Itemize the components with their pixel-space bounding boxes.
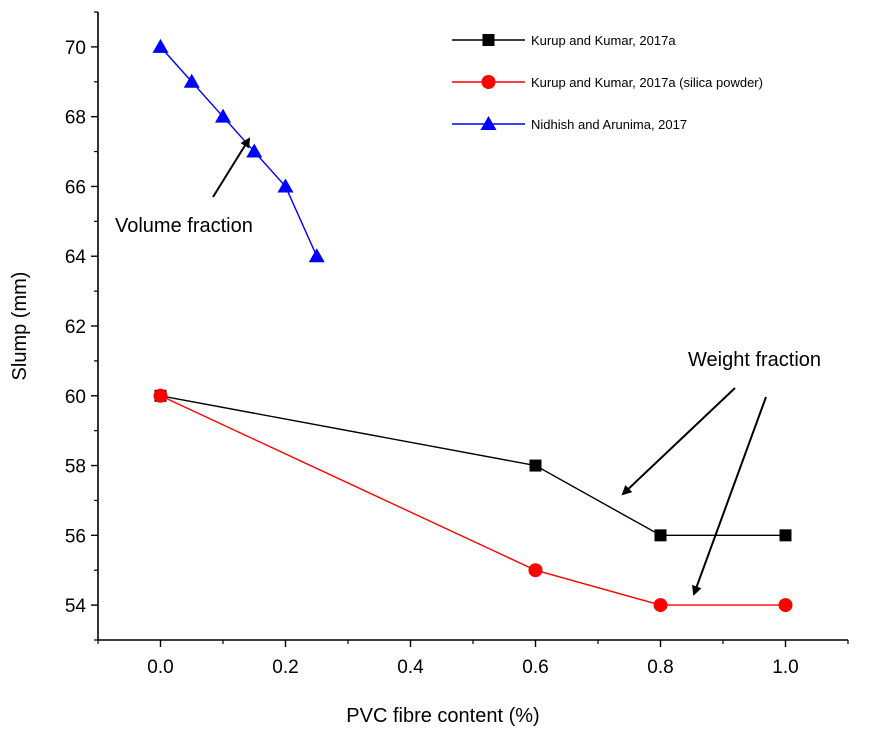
weight-fraction-arrow-1 [621, 387, 736, 496]
x-tick-label: 0.2 [272, 657, 298, 678]
series-1-point [654, 529, 667, 542]
volume-fraction-arrow [212, 137, 251, 198]
series-3-point [277, 178, 294, 193]
annotation-weight-fraction: Weight fraction [688, 349, 821, 371]
legend-marker [481, 75, 496, 89]
x-tick-label: 0.8 [647, 657, 673, 678]
x-axis-title: PVC fibre content (%) [346, 705, 539, 727]
series-3-point [152, 38, 169, 53]
series-2-point [653, 598, 668, 613]
series-1-point [779, 529, 792, 542]
y-tick-label: 58 [65, 457, 86, 478]
series-1-line [160, 395, 786, 537]
series-1-point [529, 459, 542, 472]
series-3-point [183, 73, 200, 88]
y-tick-label: 70 [65, 38, 86, 59]
series-2-point [528, 563, 543, 578]
legend-label: Nidhish and Arunima, 2017 [531, 117, 687, 132]
series-2 [153, 388, 793, 613]
weight-fraction-arrow-2 [692, 396, 767, 596]
y-tick-label: 66 [65, 177, 86, 198]
series-3-line [159, 46, 318, 257]
legend-entry-1: Kurup and Kumar, 2017a [452, 33, 676, 48]
series-2-point [153, 388, 168, 403]
legend-marker [480, 116, 497, 130]
legend-marker [482, 34, 495, 46]
series-1 [154, 389, 792, 542]
y-tick-label: 56 [65, 526, 86, 547]
x-tick-label: 0.0 [147, 657, 173, 678]
x-tick-label: 0.6 [522, 657, 548, 678]
x-tick-label: 0.4 [397, 657, 424, 678]
legend-label: Kurup and Kumar, 2017a (silica powder) [531, 75, 763, 90]
annotation-volume-fraction: Volume fraction [115, 215, 253, 237]
y-tick-label: 62 [65, 317, 86, 338]
y-tick-label: 64 [65, 247, 87, 268]
y-tick-label: 54 [65, 596, 87, 617]
y-tick-label: 60 [65, 387, 86, 408]
series-2-line [160, 395, 786, 606]
series-3-point [215, 108, 231, 123]
y-axis-title: Slump (mm) [9, 272, 31, 381]
x-tick-label: 1.0 [772, 657, 798, 678]
y-tick-label: 68 [65, 108, 86, 129]
legend-entry-2: Kurup and Kumar, 2017a (silica powder) [452, 75, 763, 90]
legend-label: Kurup and Kumar, 2017a [531, 33, 676, 48]
legend-entry-3: Nidhish and Arunima, 2017 [452, 116, 687, 132]
series-3-point [308, 248, 325, 263]
series-2-point [778, 598, 793, 613]
series-3-point [246, 143, 263, 158]
series-3 [152, 38, 325, 263]
